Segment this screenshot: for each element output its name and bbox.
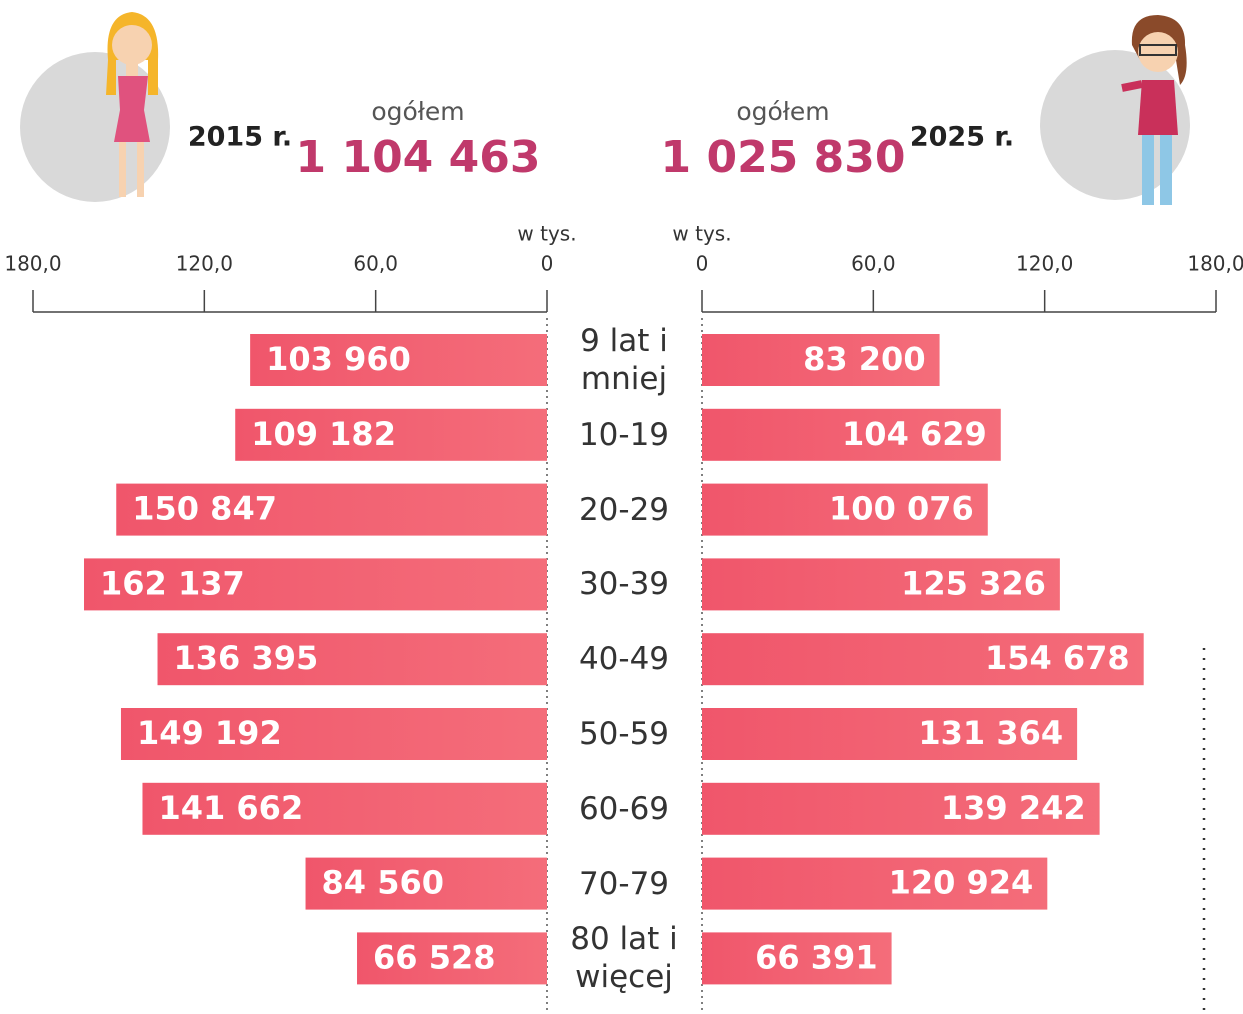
value-label: 104 629 — [842, 415, 987, 453]
value-label: 162 137 — [100, 564, 245, 602]
bar — [142, 782, 547, 835]
x-tick-label: 0 — [541, 252, 554, 276]
bar — [702, 857, 1048, 910]
total: 1 025 830 — [661, 132, 906, 183]
axis-unit: w tys. — [672, 222, 731, 246]
value-label: 103 960 — [266, 340, 411, 378]
value-label: 154 678 — [985, 639, 1130, 677]
x-tick-label: 60,0 — [851, 252, 896, 276]
x-tick-label: 60,0 — [353, 252, 398, 276]
value-label: 136 395 — [174, 639, 319, 677]
figure-right — [1121, 15, 1187, 205]
value-label: 83 200 — [803, 340, 925, 378]
value-label: 120 924 — [889, 864, 1034, 902]
value-label: 84 560 — [322, 864, 444, 902]
value-label: 100 076 — [829, 490, 974, 528]
bar — [84, 558, 547, 611]
value-label: 125 326 — [901, 564, 1046, 602]
bar — [702, 782, 1100, 835]
bar — [235, 408, 547, 461]
decor-circle — [20, 52, 170, 202]
category-label: 30-39 — [578, 566, 670, 603]
total: 1 104 463 — [296, 132, 541, 183]
chart-title: 2015 r. — [188, 122, 292, 153]
bar — [702, 558, 1060, 611]
category-label: 10-19 — [578, 416, 670, 453]
category-label: 9 lat i mniej — [580, 323, 668, 397]
category-label: 20-29 — [578, 491, 670, 528]
subtitle: ogółem — [371, 97, 464, 126]
value-label: 66 391 — [755, 938, 877, 976]
category-label: 50-59 — [578, 716, 670, 752]
bar — [157, 633, 548, 686]
x-tick-label: 120,0 — [1016, 252, 1073, 276]
x-tick-label: 120,0 — [176, 252, 233, 276]
value-label: 150 847 — [132, 490, 277, 528]
x-tick-label: 180,0 — [4, 252, 61, 276]
chart-title: 2025 r. — [910, 122, 1014, 153]
bar — [116, 483, 547, 536]
bar — [250, 334, 547, 386]
subtitle: ogółem — [736, 97, 829, 126]
value-label: 149 192 — [137, 714, 282, 752]
bar — [702, 633, 1144, 686]
value-label: 109 182 — [251, 415, 396, 453]
category-label: 40-49 — [578, 641, 670, 678]
value-label: 66 528 — [373, 938, 495, 976]
x-tick-label: 0 — [696, 252, 709, 276]
category-label: 80 lat i więcej — [570, 921, 678, 996]
bar — [305, 857, 547, 910]
figure-left — [106, 12, 159, 197]
bar — [702, 932, 892, 985]
bar — [702, 334, 940, 386]
bar — [357, 932, 547, 985]
value-label: 139 242 — [941, 789, 1086, 827]
x-tick-label: 180,0 — [1187, 252, 1243, 276]
bar — [702, 408, 1001, 461]
axis-unit: w tys. — [517, 222, 576, 246]
value-label: 141 662 — [158, 789, 303, 827]
bar — [702, 708, 1078, 760]
bar — [702, 483, 988, 536]
category-label: 70-79 — [578, 865, 670, 902]
value-label: 131 364 — [918, 714, 1063, 752]
category-label: 60-69 — [578, 790, 670, 827]
bar — [120, 708, 548, 760]
